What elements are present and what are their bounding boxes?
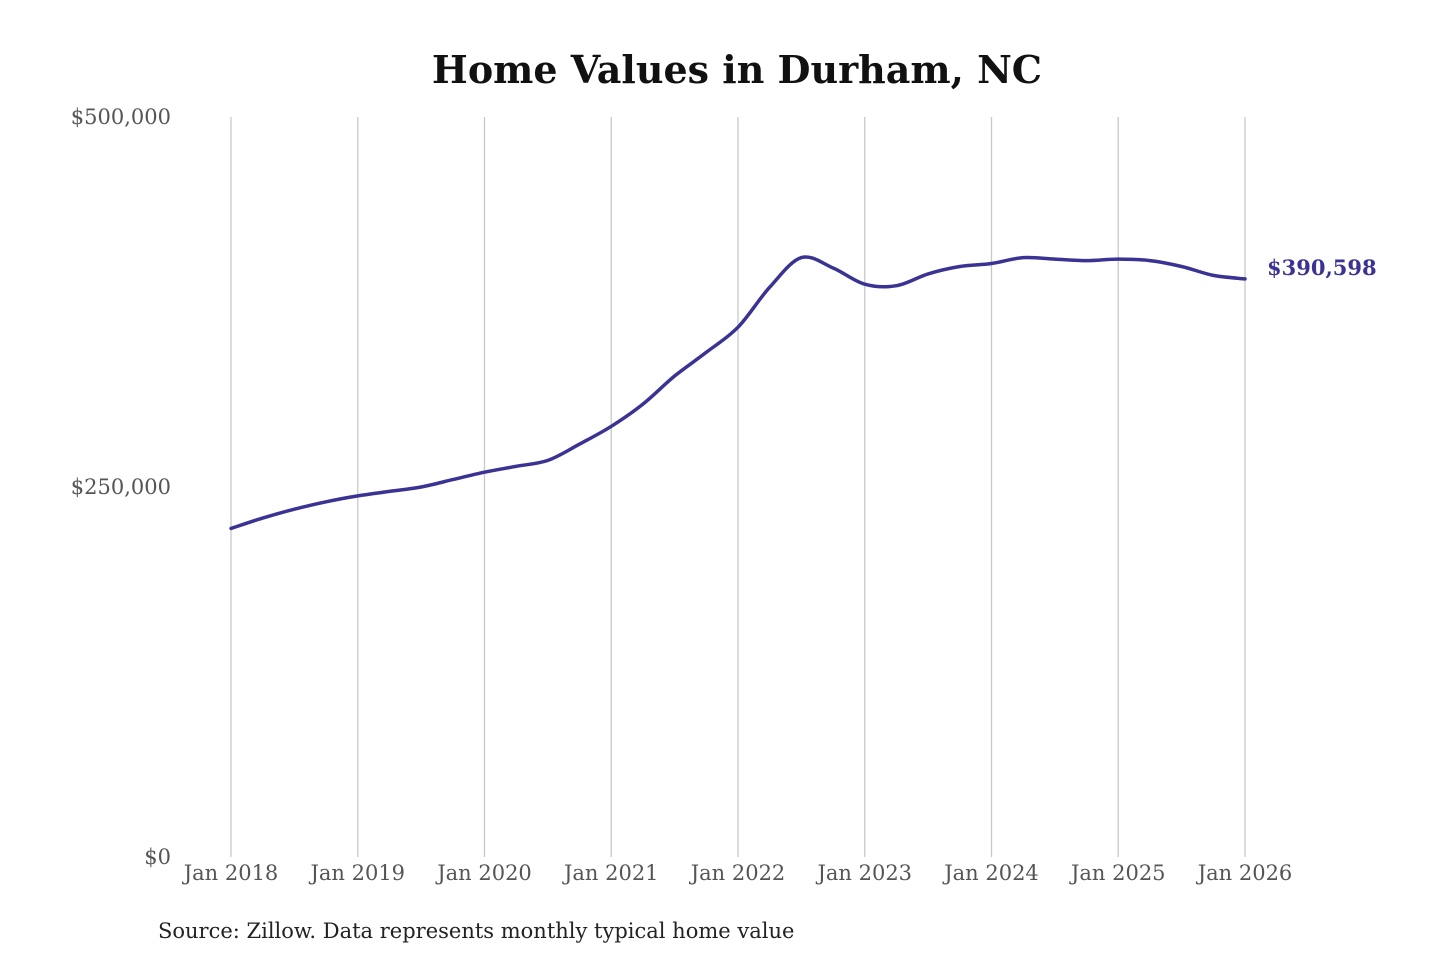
- y-axis-tick-labels: $0 $250,000 $500,000: [71, 105, 171, 869]
- x-tick-label: Jan 2023: [815, 861, 912, 885]
- y-tick-label: $250,000: [71, 475, 171, 499]
- source-note: Source: Zillow. Data represents monthly …: [158, 919, 794, 943]
- x-tick-label: Jan 2021: [562, 861, 659, 885]
- x-axis-tick-labels: Jan 2018 Jan 2019 Jan 2020 Jan 2021 Jan 2022…: [182, 861, 1293, 885]
- end-value-label: $390,598: [1267, 255, 1377, 280]
- y-tick-label: $0: [144, 845, 171, 869]
- x-tick-label: Jan 2020: [435, 861, 532, 885]
- x-tick-label: Jan 2018: [182, 861, 279, 885]
- x-tick-label: Jan 2019: [308, 861, 405, 885]
- vertical-gridlines: [230, 117, 1246, 857]
- x-tick-label: Jan 2022: [689, 861, 786, 885]
- series-line-home-value: [229, 255, 1247, 531]
- y-tick-label: $500,000: [71, 105, 171, 129]
- x-tick-label: Jan 2025: [1069, 861, 1166, 885]
- x-tick-label: Jan 2026: [1196, 861, 1293, 885]
- chart-title: Home Values in Durham, NC: [432, 47, 1042, 92]
- x-tick-label: Jan 2024: [942, 861, 1039, 885]
